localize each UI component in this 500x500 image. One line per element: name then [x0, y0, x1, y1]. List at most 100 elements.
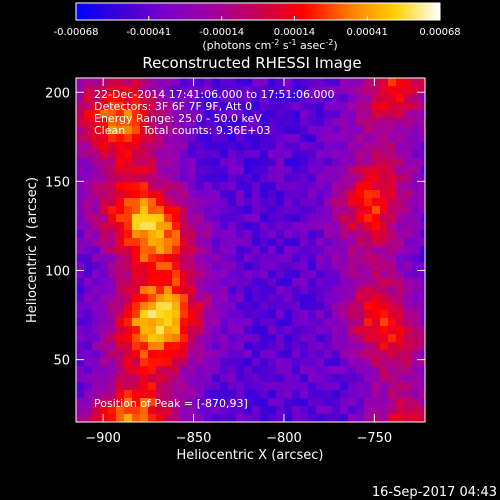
- heatmap-cell: [364, 254, 372, 262]
- heatmap-cell: [108, 310, 116, 318]
- heatmap-cell: [324, 390, 332, 398]
- heatmap-cell: [228, 342, 236, 350]
- heatmap-cell: [284, 230, 292, 238]
- heatmap-cell: [276, 78, 284, 86]
- heatmap-cell: [84, 166, 92, 174]
- heatmap-cell: [300, 246, 308, 254]
- heatmap-cell: [284, 318, 292, 326]
- heatmap-cell: [380, 350, 388, 358]
- heatmap-cell: [268, 374, 276, 382]
- heatmap-cell: [244, 110, 252, 118]
- heatmap-cell: [172, 310, 180, 318]
- heatmap-cell: [148, 198, 156, 206]
- heatmap-cell: [404, 238, 412, 246]
- heatmap-cell: [420, 310, 425, 318]
- heatmap-cell: [372, 86, 380, 94]
- heatmap-cell: [260, 246, 268, 254]
- heatmap-cell: [132, 206, 140, 214]
- heatmap-cell: [116, 398, 124, 406]
- heatmap-cell: [396, 158, 404, 166]
- heatmap-cell: [236, 286, 244, 294]
- heatmap-cell: [372, 390, 380, 398]
- heatmap-cell: [276, 374, 284, 382]
- heatmap-cell: [92, 246, 100, 254]
- heatmap-cell: [180, 366, 188, 374]
- heatmap-cell: [84, 102, 92, 110]
- heatmap-cell: [372, 110, 380, 118]
- heatmap-cell: [324, 310, 332, 318]
- heatmap-cell: [348, 134, 356, 142]
- heatmap-cell: [244, 246, 252, 254]
- heatmap-cell: [420, 214, 425, 222]
- heatmap-cell: [348, 358, 356, 366]
- heatmap-cell: [212, 262, 220, 270]
- heatmap-cell: [332, 302, 340, 310]
- heatmap-cell: [340, 358, 348, 366]
- heatmap-cell: [404, 286, 412, 294]
- heatmap-cell: [100, 350, 108, 358]
- heatmap-cell: [100, 326, 108, 334]
- heatmap-cell: [324, 198, 332, 206]
- heatmap-cell: [244, 238, 252, 246]
- heatmap-cell: [404, 342, 412, 350]
- heatmap-cell: [172, 390, 180, 398]
- heatmap-cell: [300, 158, 308, 166]
- heatmap-cell: [268, 238, 276, 246]
- heatmap-cell: [204, 150, 212, 158]
- heatmap-cell: [372, 150, 380, 158]
- heatmap-cell: [412, 174, 420, 182]
- heatmap-cell: [148, 134, 156, 142]
- heatmap-cell: [396, 118, 404, 126]
- heatmap-cell: [188, 366, 196, 374]
- heatmap-cell: [228, 286, 236, 294]
- heatmap-cell: [412, 190, 420, 198]
- heatmap-cell: [388, 246, 396, 254]
- heatmap-cell: [380, 366, 388, 374]
- heatmap-cell: [324, 158, 332, 166]
- heatmap-cell: [340, 230, 348, 238]
- heatmap-cell: [156, 358, 164, 366]
- heatmap-cell: [276, 270, 284, 278]
- heatmap-cell: [380, 134, 388, 142]
- heatmap-cell: [84, 174, 92, 182]
- heatmap-cell: [92, 78, 100, 86]
- heatmap-cell: [420, 246, 425, 254]
- heatmap-cell: [252, 246, 260, 254]
- heatmap-cell: [292, 142, 300, 150]
- heatmap-cell: [316, 254, 324, 262]
- heatmap-cell: [228, 134, 236, 142]
- heatmap-cell: [268, 230, 276, 238]
- heatmap-cell: [252, 294, 260, 302]
- heatmap-cell: [284, 374, 292, 382]
- heatmap-cell: [284, 366, 292, 374]
- heatmap-cell: [164, 358, 172, 366]
- heatmap-cell: [228, 142, 236, 150]
- heatmap-cell: [292, 158, 300, 166]
- heatmap-cell: [116, 78, 124, 86]
- heatmap-cell: [188, 230, 196, 238]
- heatmap-cell: [196, 166, 204, 174]
- heatmap-cell: [100, 206, 108, 214]
- heatmap-cell: [348, 406, 356, 414]
- heatmap-cell: [284, 222, 292, 230]
- heatmap-cell: [148, 286, 156, 294]
- heatmap-cell: [412, 342, 420, 350]
- heatmap-cell: [380, 358, 388, 366]
- heatmap-cell: [364, 374, 372, 382]
- heatmap-cell: [188, 150, 196, 158]
- heatmap-cell: [308, 358, 316, 366]
- heatmap-cell: [364, 262, 372, 270]
- heatmap-cell: [172, 318, 180, 326]
- heatmap-cell: [204, 406, 212, 414]
- heatmap-cell: [156, 230, 164, 238]
- heatmap-cell: [388, 78, 396, 86]
- heatmap-cell: [340, 246, 348, 254]
- heatmap-cell: [332, 350, 340, 358]
- heatmap-cell: [348, 182, 356, 190]
- heatmap-cell: [268, 334, 276, 342]
- heatmap-cell: [236, 150, 244, 158]
- heatmap-cell: [180, 318, 188, 326]
- heatmap-cell: [340, 382, 348, 390]
- heatmap-cell: [308, 230, 316, 238]
- heatmap-cell: [164, 94, 172, 102]
